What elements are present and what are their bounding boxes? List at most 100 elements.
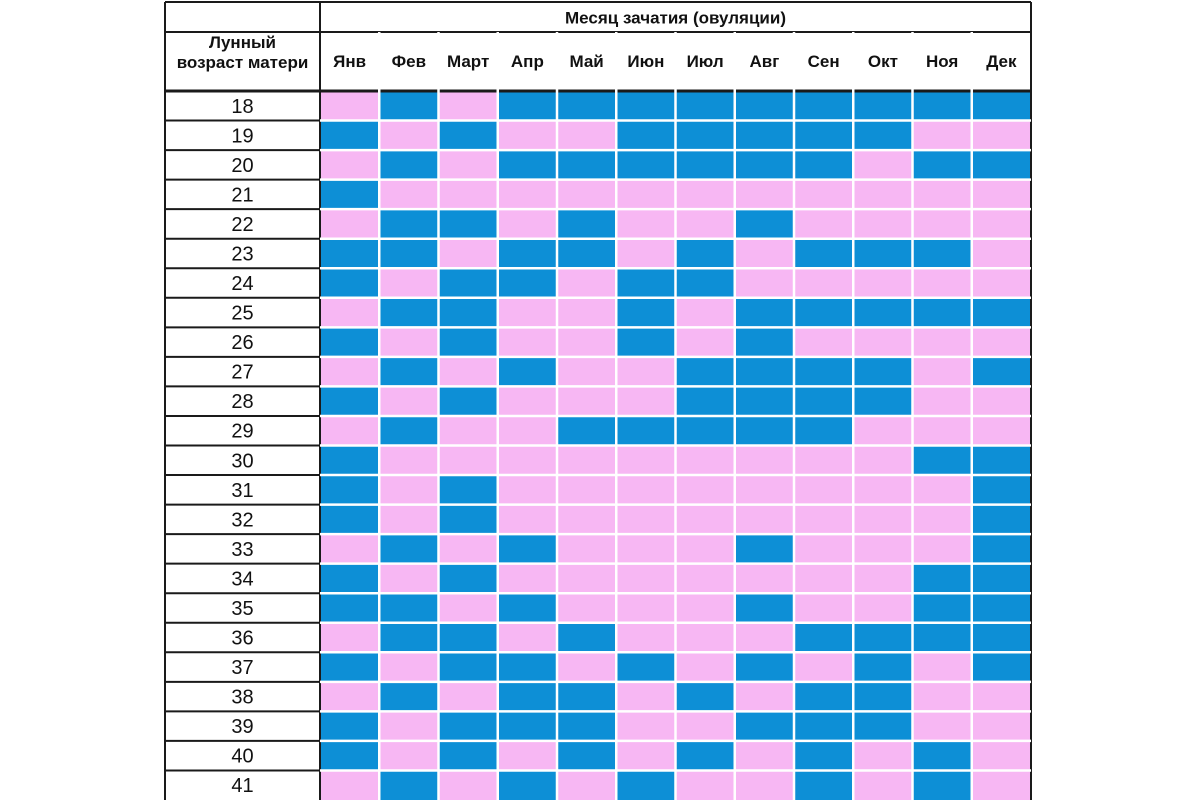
cell-35-Ноя-blue [912, 593, 972, 623]
cell-27-Июл-blue [675, 356, 735, 387]
cell-18-Янв-pink [320, 91, 380, 121]
cell-31-Июл-pink [675, 475, 735, 505]
cell-38-Март-pink [438, 681, 498, 712]
cell-33-Июн-pink [616, 534, 676, 564]
cell-34-Дек-blue [971, 563, 1031, 594]
month-header-Окт: Окт [868, 52, 898, 71]
cell-29-Дек-pink [971, 415, 1031, 446]
cell-27-Дек-blue [971, 356, 1031, 387]
age-label-39: 39 [231, 716, 253, 738]
cell-19-Окт-blue [853, 120, 913, 151]
age-label-30: 30 [231, 450, 253, 472]
cell-38-Дек-pink [971, 681, 1031, 712]
cell-40-Авг-pink [734, 740, 794, 771]
cell-23-Янв-blue [320, 238, 380, 269]
cell-35-Фев-blue [379, 593, 439, 623]
cell-32-Июл-pink [675, 504, 735, 535]
cell-18-Май-blue [557, 91, 617, 121]
cell-21-Дек-pink [971, 179, 1031, 210]
cell-36-Авг-pink [734, 622, 794, 653]
cell-27-Март-pink [438, 356, 498, 387]
cell-39-Фев-pink [379, 711, 439, 741]
cell-38-Апр-blue [497, 681, 557, 712]
month-header-Ноя: Ноя [926, 52, 958, 71]
cell-40-Ноя-blue [912, 740, 972, 771]
age-label-21: 21 [231, 184, 253, 206]
cell-30-Янв-blue [320, 445, 380, 476]
age-label-32: 32 [231, 509, 253, 531]
cell-28-Апр-pink [497, 386, 557, 416]
cell-23-Март-pink [438, 238, 498, 269]
cell-24-Авг-pink [734, 268, 794, 298]
cell-41-Март-pink [438, 770, 498, 800]
cell-34-Авг-pink [734, 563, 794, 594]
cell-20-Ноя-blue [912, 150, 972, 180]
cell-29-Окт-pink [853, 415, 913, 446]
cell-24-Окт-pink [853, 268, 913, 298]
cell-39-Окт-blue [853, 711, 913, 741]
month-header-Фев: Фев [392, 52, 426, 71]
cell-36-Фев-blue [379, 622, 439, 653]
cell-22-Июл-pink [675, 209, 735, 239]
cell-21-Авг-pink [734, 179, 794, 210]
cell-30-Сен-pink [794, 445, 854, 476]
cell-37-Фев-pink [379, 652, 439, 682]
cell-19-Фев-pink [379, 120, 439, 151]
cell-23-Ноя-blue [912, 238, 972, 269]
cell-27-Апр-blue [497, 356, 557, 387]
cell-25-Окт-blue [853, 297, 913, 328]
cell-18-Сен-blue [794, 91, 854, 121]
cell-27-Ноя-pink [912, 356, 972, 387]
cell-40-Сен-blue [794, 740, 854, 771]
cell-35-Окт-pink [853, 593, 913, 623]
cell-33-Апр-blue [497, 534, 557, 564]
cell-31-Фев-pink [379, 475, 439, 505]
cell-24-Янв-blue [320, 268, 380, 298]
cell-35-Май-pink [557, 593, 617, 623]
cell-28-Фев-pink [379, 386, 439, 416]
cell-20-Май-blue [557, 150, 617, 180]
cell-36-Дек-blue [971, 622, 1031, 653]
cell-30-Апр-pink [497, 445, 557, 476]
cell-39-Сен-blue [794, 711, 854, 741]
cell-34-Фев-pink [379, 563, 439, 594]
cell-23-Апр-blue [497, 238, 557, 269]
cell-20-Март-pink [438, 150, 498, 180]
cell-41-Окт-pink [853, 770, 913, 800]
cell-24-Март-blue [438, 268, 498, 298]
cell-40-Июл-blue [675, 740, 735, 771]
cell-37-Апр-blue [497, 652, 557, 682]
cell-30-Май-pink [557, 445, 617, 476]
cell-41-Дек-pink [971, 770, 1031, 800]
cell-19-Апр-pink [497, 120, 557, 151]
cell-32-Март-blue [438, 504, 498, 535]
cell-24-Ноя-pink [912, 268, 972, 298]
cell-39-Март-blue [438, 711, 498, 741]
cell-40-Янв-blue [320, 740, 380, 771]
cell-38-Авг-pink [734, 681, 794, 712]
cell-25-Янв-pink [320, 297, 380, 328]
cell-32-Ноя-pink [912, 504, 972, 535]
cell-22-Май-blue [557, 209, 617, 239]
cell-40-Окт-pink [853, 740, 913, 771]
cell-38-Июл-blue [675, 681, 735, 712]
cell-30-Июл-pink [675, 445, 735, 476]
cell-20-Авг-blue [734, 150, 794, 180]
cell-30-Ноя-blue [912, 445, 972, 476]
cell-18-Июл-blue [675, 91, 735, 121]
cell-37-Авг-blue [734, 652, 794, 682]
cell-39-Янв-blue [320, 711, 380, 741]
cell-28-Март-blue [438, 386, 498, 416]
cell-22-Март-blue [438, 209, 498, 239]
cell-18-Дек-blue [971, 91, 1031, 121]
cell-32-Сен-pink [794, 504, 854, 535]
cell-23-Май-blue [557, 238, 617, 269]
cell-18-Июн-blue [616, 91, 676, 121]
row-axis-label: Лунный возраст матери [177, 33, 309, 72]
cell-25-Авг-blue [734, 297, 794, 328]
month-header-Авг: Авг [749, 52, 779, 71]
cell-19-Март-blue [438, 120, 498, 151]
cell-37-Дек-blue [971, 652, 1031, 682]
cell-25-Апр-pink [497, 297, 557, 328]
